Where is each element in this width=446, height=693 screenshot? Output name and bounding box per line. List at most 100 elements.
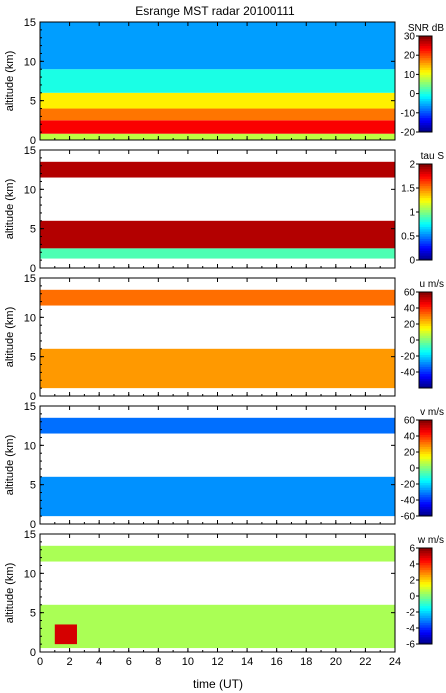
colorbar-swatch (419, 294, 432, 298)
colorbar-tick-label: -10 (401, 108, 416, 119)
x-tick-label: 8 (155, 656, 161, 668)
colorbar-swatch (419, 446, 432, 450)
colorbar-swatch (419, 342, 432, 346)
x-tick-label: 4 (96, 656, 102, 668)
colorbar-swatch (419, 212, 432, 215)
panel-SNR: 0 5 10 15 altitude (km) SNR dB -20 -10 0 10 20 30 (4, 17, 444, 147)
colorbar-tick-label: 2 (409, 576, 415, 587)
colorbar-swatch (419, 569, 432, 573)
colorbar-swatch (419, 57, 432, 61)
x-tick-label: 20 (330, 656, 342, 668)
colorbar-swatch (419, 296, 432, 300)
colorbar-swatch (419, 434, 432, 438)
colorbar-swatch (419, 112, 432, 116)
y-axis-label: altitude (km) (4, 179, 16, 240)
colorbar-swatch (419, 180, 432, 184)
colorbar-swatch (419, 480, 432, 483)
colorbar-tick-label: 10 (404, 70, 416, 81)
colorbar-tick-label: -20 (401, 480, 416, 491)
y-tick-label: 5 (30, 224, 36, 236)
colorbar-swatch (419, 236, 432, 239)
colorbar-swatch (419, 103, 432, 107)
colorbar-swatch (419, 624, 432, 628)
colorbar-swatch (419, 622, 432, 626)
colorbar-swatch (419, 216, 432, 220)
colorbar-swatch (419, 38, 432, 42)
colorbar-swatch (419, 352, 432, 355)
y-tick-label: 10 (24, 568, 36, 580)
colorbar-tick-label: 6 (409, 544, 415, 555)
colorbar-tick-label: -40 (401, 368, 416, 379)
colorbar-tick-label: 40 (404, 304, 416, 315)
colorbar-swatch (419, 308, 432, 312)
colorbar-swatch (419, 117, 432, 121)
colorbar-swatch (419, 292, 432, 295)
colorbar-swatch (419, 496, 432, 500)
colorbar-swatch (419, 340, 432, 343)
colorbar-swatch (419, 120, 432, 123)
panel-u: 0 5 10 15 altitude (km) u m/s -40 -20 0 20 40 60 (4, 273, 444, 403)
data-band-SNR-2 (40, 108, 395, 121)
colorbar-swatch (419, 255, 432, 259)
colorbar-swatch (419, 603, 432, 607)
colorbar-swatch (419, 127, 432, 131)
y-tick-label: 10 (24, 184, 36, 196)
colorbar-swatch (419, 492, 432, 495)
x-tick-label: 14 (241, 656, 253, 668)
colorbar-swatch (419, 188, 432, 191)
colorbar-swatch (419, 330, 432, 334)
colorbar-tick-label: -6 (406, 640, 415, 651)
y-tick-label: 10 (24, 56, 36, 68)
colorbar-swatch (419, 318, 432, 322)
colorbar-swatch (419, 641, 432, 645)
colorbar-swatch (419, 185, 432, 189)
colorbar-swatch (419, 168, 432, 172)
colorbar-swatch (419, 588, 432, 592)
colorbar-swatch (419, 243, 432, 247)
colorbar-tick-label: 0.5 (401, 232, 415, 243)
colorbar-swatch (419, 465, 432, 469)
colorbar-tick-label: 0 (409, 256, 415, 267)
colorbar-swatch (419, 195, 432, 199)
colorbar-swatch (419, 552, 432, 556)
colorbar-swatch (419, 325, 432, 329)
colorbar-swatch (419, 240, 432, 244)
colorbar-tick-label: -4 (406, 624, 415, 635)
colorbar-swatch (419, 385, 432, 389)
colorbar-swatch (419, 472, 432, 476)
colorbar-swatch (419, 86, 432, 90)
colorbar-swatch (419, 584, 432, 587)
colorbar-swatch (419, 233, 432, 237)
colorbar-swatch (419, 316, 432, 319)
colorbar-swatch (419, 337, 432, 341)
colorbar-swatch (419, 501, 432, 505)
colorbar-swatch (419, 482, 432, 486)
colorbar-swatch (419, 499, 432, 503)
colorbar-swatch (419, 470, 432, 474)
colorbar-swatch (419, 72, 432, 75)
colorbar-tick-label: -40 (401, 496, 416, 507)
colorbar-swatch (419, 50, 432, 54)
colorbar-swatch (419, 487, 432, 491)
colorbar-swatch (419, 557, 432, 561)
colorbar-swatch (419, 436, 432, 440)
data-band-tau-1 (40, 220, 395, 249)
colorbar-swatch (419, 36, 432, 39)
colorbar-swatch (419, 110, 432, 114)
colorbar-swatch (419, 422, 432, 426)
colorbar-swatch (419, 506, 432, 510)
x-tick-label: 22 (359, 656, 371, 668)
colorbar-label: u m/s (420, 279, 444, 290)
x-tick-label: 24 (389, 656, 401, 668)
colorbar-swatch (419, 620, 432, 623)
colorbar-swatch (419, 192, 432, 196)
x-tick-label: 0 (37, 656, 43, 668)
colorbar-swatch (419, 448, 432, 452)
data-band-SNR-1 (40, 120, 395, 134)
colorbar-swatch (419, 108, 432, 111)
colorbar-swatch (419, 197, 432, 201)
y-tick-label: 15 (24, 401, 36, 413)
colorbar-swatch (419, 380, 432, 384)
panel-v: 0 5 10 15 altitude (km) v m/s -60 -40 -20 0 20 40 60 (4, 401, 444, 531)
